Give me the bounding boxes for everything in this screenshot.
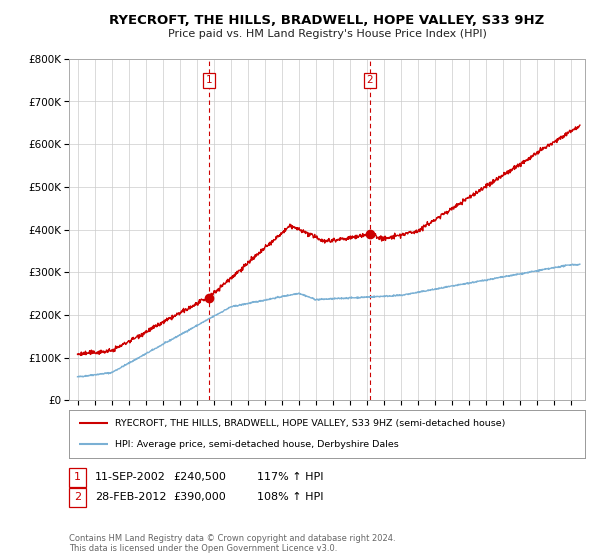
Text: 1: 1 xyxy=(205,75,212,85)
Text: 2: 2 xyxy=(74,492,81,502)
Text: RYECROFT, THE HILLS, BRADWELL, HOPE VALLEY, S33 9HZ: RYECROFT, THE HILLS, BRADWELL, HOPE VALL… xyxy=(109,14,545,27)
Text: 2: 2 xyxy=(367,75,373,85)
Text: Contains HM Land Registry data © Crown copyright and database right 2024.
This d: Contains HM Land Registry data © Crown c… xyxy=(69,534,395,553)
Text: 108% ↑ HPI: 108% ↑ HPI xyxy=(257,492,323,502)
Text: 117% ↑ HPI: 117% ↑ HPI xyxy=(257,472,323,482)
Text: 28-FEB-2012: 28-FEB-2012 xyxy=(95,492,166,502)
Text: 1: 1 xyxy=(74,472,81,482)
Text: £240,500: £240,500 xyxy=(173,472,226,482)
Text: Price paid vs. HM Land Registry's House Price Index (HPI): Price paid vs. HM Land Registry's House … xyxy=(167,29,487,39)
Text: 11-SEP-2002: 11-SEP-2002 xyxy=(95,472,166,482)
Text: £390,000: £390,000 xyxy=(173,492,226,502)
Text: RYECROFT, THE HILLS, BRADWELL, HOPE VALLEY, S33 9HZ (semi-detached house): RYECROFT, THE HILLS, BRADWELL, HOPE VALL… xyxy=(115,419,506,428)
Text: HPI: Average price, semi-detached house, Derbyshire Dales: HPI: Average price, semi-detached house,… xyxy=(115,440,399,449)
